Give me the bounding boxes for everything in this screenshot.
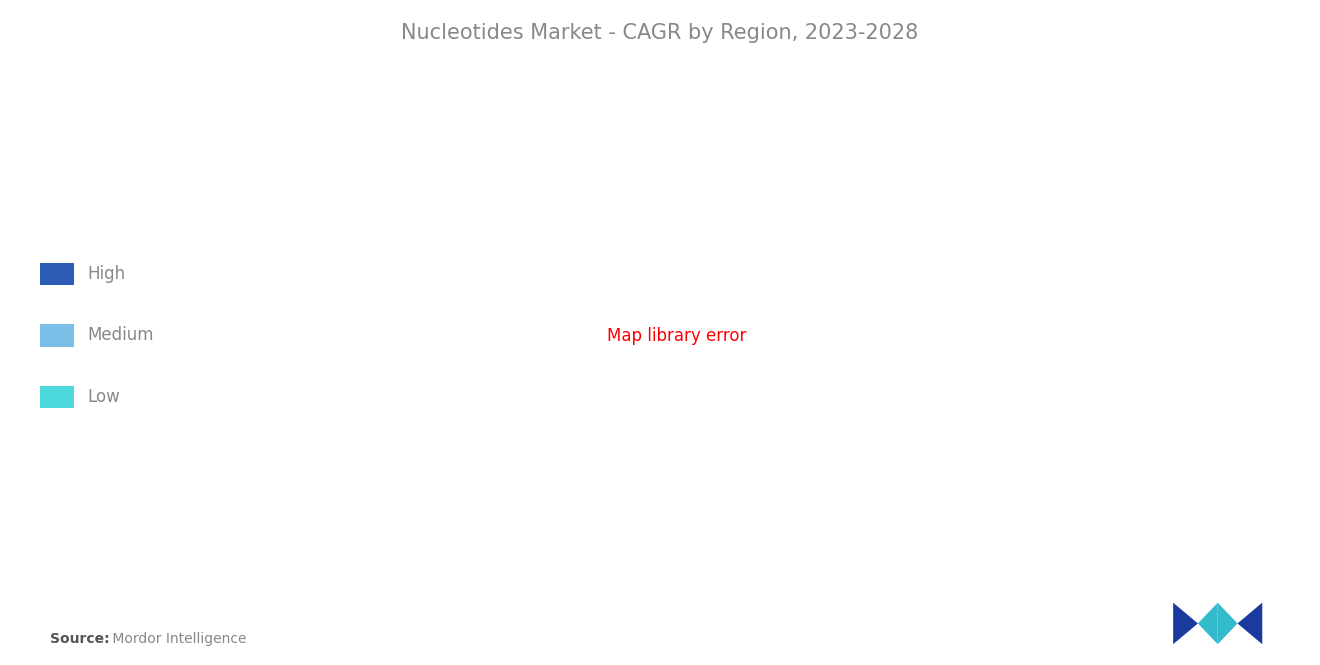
FancyBboxPatch shape xyxy=(40,263,74,285)
Polygon shape xyxy=(1199,602,1217,644)
Text: Map library error: Map library error xyxy=(607,327,746,345)
Text: Low: Low xyxy=(87,388,120,406)
Text: Nucleotides Market - CAGR by Region, 2023-2028: Nucleotides Market - CAGR by Region, 202… xyxy=(401,23,919,43)
Polygon shape xyxy=(1238,602,1262,644)
Text: High: High xyxy=(87,265,125,283)
FancyBboxPatch shape xyxy=(40,325,74,346)
Polygon shape xyxy=(1217,602,1238,644)
Text: Mordor Intelligence: Mordor Intelligence xyxy=(108,632,247,646)
Polygon shape xyxy=(1173,602,1199,644)
FancyBboxPatch shape xyxy=(40,386,74,408)
Text: Source:: Source: xyxy=(50,632,110,646)
Text: Medium: Medium xyxy=(87,327,153,344)
